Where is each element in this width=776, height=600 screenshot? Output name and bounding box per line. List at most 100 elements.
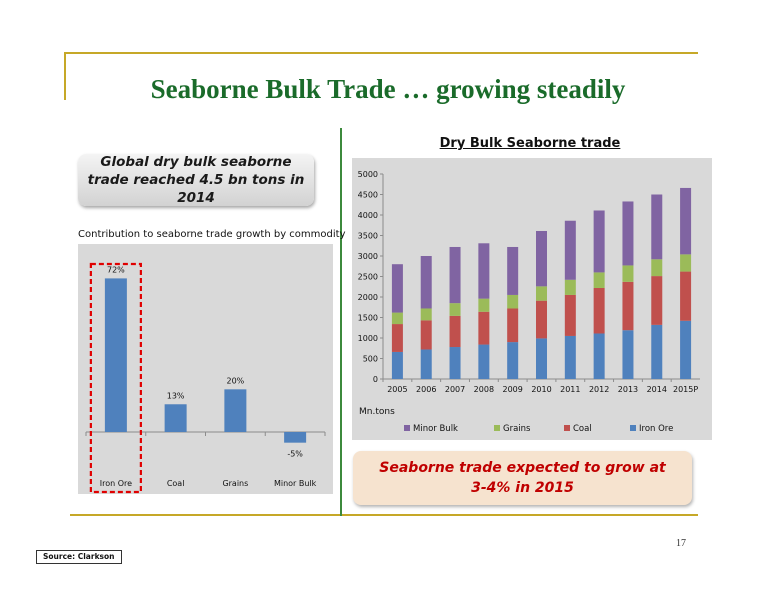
x-tick-label: 2013 — [618, 385, 638, 394]
bar-coal — [164, 404, 187, 432]
bar-segment-grains — [478, 298, 490, 312]
bar-segment-coal — [680, 271, 692, 321]
slide-title: Seaborne Bulk Trade … growing steadily — [150, 74, 626, 104]
bar-segment-grains — [536, 286, 547, 301]
bar-segment-coal — [622, 281, 634, 331]
legend-label: Coal — [573, 424, 592, 434]
bar-grains — [224, 389, 247, 432]
bar-segment-minor-bulk — [449, 246, 461, 304]
bar-minor-bulk — [284, 432, 307, 443]
bottom-frame-line — [70, 514, 698, 516]
left-chart-title: Contribution to seaborne trade growth by… — [78, 229, 346, 240]
bar-segment-coal — [564, 294, 576, 336]
bar-iron-ore — [104, 278, 127, 432]
bar-segment-grains — [622, 265, 634, 282]
data-label: 20% — [226, 376, 244, 385]
bar-segment-coal — [507, 308, 519, 343]
bar-segment-minor-bulk — [536, 230, 547, 287]
y-tick-label: 2500 — [358, 273, 378, 282]
data-label: 72% — [107, 265, 125, 274]
legend-swatch — [494, 425, 500, 431]
highlight-box — [89, 262, 142, 494]
y-tick-label: 3000 — [358, 252, 378, 261]
x-tick-label: 2008 — [474, 385, 494, 394]
y-tick-label: 4000 — [358, 211, 378, 220]
bar-segment-minor-bulk — [680, 187, 692, 255]
x-tick-label: 2010 — [531, 385, 551, 394]
bar-segment-coal — [593, 287, 605, 334]
category-label: Grains — [222, 479, 248, 488]
bar-segment-grains — [420, 308, 432, 321]
bar-segment-iron-ore — [536, 338, 547, 379]
bar-segment-coal — [391, 324, 403, 352]
bar-segment-minor-bulk — [420, 256, 432, 309]
bar-segment-grains — [564, 279, 576, 295]
y-tick-label: 2000 — [358, 293, 378, 302]
legend-label: Iron Ore — [639, 424, 673, 434]
callout-growth-forecast: Seaborne trade expected to grow at 3-4% … — [353, 451, 692, 505]
legend-swatch — [630, 425, 636, 431]
left-frame-line — [64, 52, 66, 100]
bar-segment-iron-ore — [420, 349, 432, 379]
bar-segment-minor-bulk — [507, 246, 519, 295]
left-chart-panel: 72% Iron Ore 13% Coal 20% Grains -5% Minor Bulk — [78, 244, 333, 494]
bar-segment-grains — [651, 259, 663, 277]
legend-swatch — [404, 425, 410, 431]
source-note: Source: Clarkson — [36, 550, 122, 564]
bar-segment-minor-bulk — [651, 194, 663, 260]
bar-segment-iron-ore — [593, 333, 605, 379]
bar-segment-iron-ore — [478, 344, 490, 379]
x-tick-label: 2006 — [416, 385, 436, 394]
y-tick-label: 3500 — [358, 232, 378, 241]
x-tick-label: 2014 — [647, 385, 667, 394]
bar-segment-coal — [420, 320, 432, 350]
y-tick-label: 1000 — [358, 334, 378, 343]
bar-segment-grains — [391, 312, 403, 325]
bar-segment-coal — [478, 311, 490, 345]
right-chart-panel: 0 500 1000 1500 2000 2500 3000 3500 4000 4500 5000… — [352, 158, 712, 440]
bar-segment-iron-ore — [680, 320, 692, 379]
bar-segment-iron-ore — [507, 342, 519, 379]
x-tick-label: 2015P — [673, 385, 698, 394]
data-label: -5% — [287, 450, 303, 459]
bar-segment-iron-ore — [564, 335, 576, 379]
stacked-bar-chart: 0 500 1000 1500 2000 2500 3000 3500 4000 4500 5000… — [358, 170, 700, 434]
x-tick-label: 2012 — [589, 385, 609, 394]
x-tick-label: 2009 — [503, 385, 523, 394]
y-axis-label: Mn.tons — [359, 407, 395, 417]
legend-swatch — [564, 425, 570, 431]
category-label: Coal — [167, 479, 185, 488]
bar-segment-iron-ore — [651, 324, 663, 379]
top-frame-line — [64, 52, 698, 54]
legend-label: Minor Bulk — [413, 424, 458, 434]
bar-segment-coal — [449, 315, 461, 348]
y-tick-label: 1500 — [358, 314, 378, 323]
y-tick-label: 4500 — [358, 191, 378, 200]
bar-segment-minor-bulk — [593, 210, 605, 273]
bar-segment-minor-bulk — [622, 201, 634, 266]
category-label: Minor Bulk — [274, 479, 317, 488]
page-number: 17 — [676, 538, 686, 549]
bar-segment-iron-ore — [391, 351, 403, 379]
right-chart-title: Dry Bulk Seaborne trade — [439, 136, 621, 151]
bar-segment-minor-bulk — [478, 243, 490, 299]
y-tick-label: 5000 — [358, 170, 378, 179]
y-tick-label: 500 — [363, 355, 378, 364]
callout-global-trade: Global dry bulk seaborne trade reached 4… — [78, 154, 314, 206]
bar-segment-coal — [651, 276, 663, 325]
bar-segment-iron-ore — [449, 347, 461, 379]
data-label: 13% — [167, 391, 185, 400]
category-label: Iron Ore — [100, 479, 132, 488]
bar-segment-grains — [680, 254, 692, 272]
center-divider — [340, 128, 342, 516]
bar-segment-grains — [507, 294, 519, 309]
bar-segment-grains — [593, 272, 605, 288]
contribution-bar-chart: 72% Iron Ore 13% Coal 20% Grains -5% Minor Bulk — [85, 262, 326, 494]
legend-label: Grains — [503, 424, 531, 434]
x-tick-label: 2005 — [387, 385, 407, 394]
bar-segment-grains — [449, 303, 461, 316]
x-tick-label: 2011 — [560, 385, 580, 394]
bar-segment-minor-bulk — [391, 264, 403, 313]
x-tick-label: 2007 — [445, 385, 465, 394]
bar-segment-minor-bulk — [564, 220, 576, 280]
